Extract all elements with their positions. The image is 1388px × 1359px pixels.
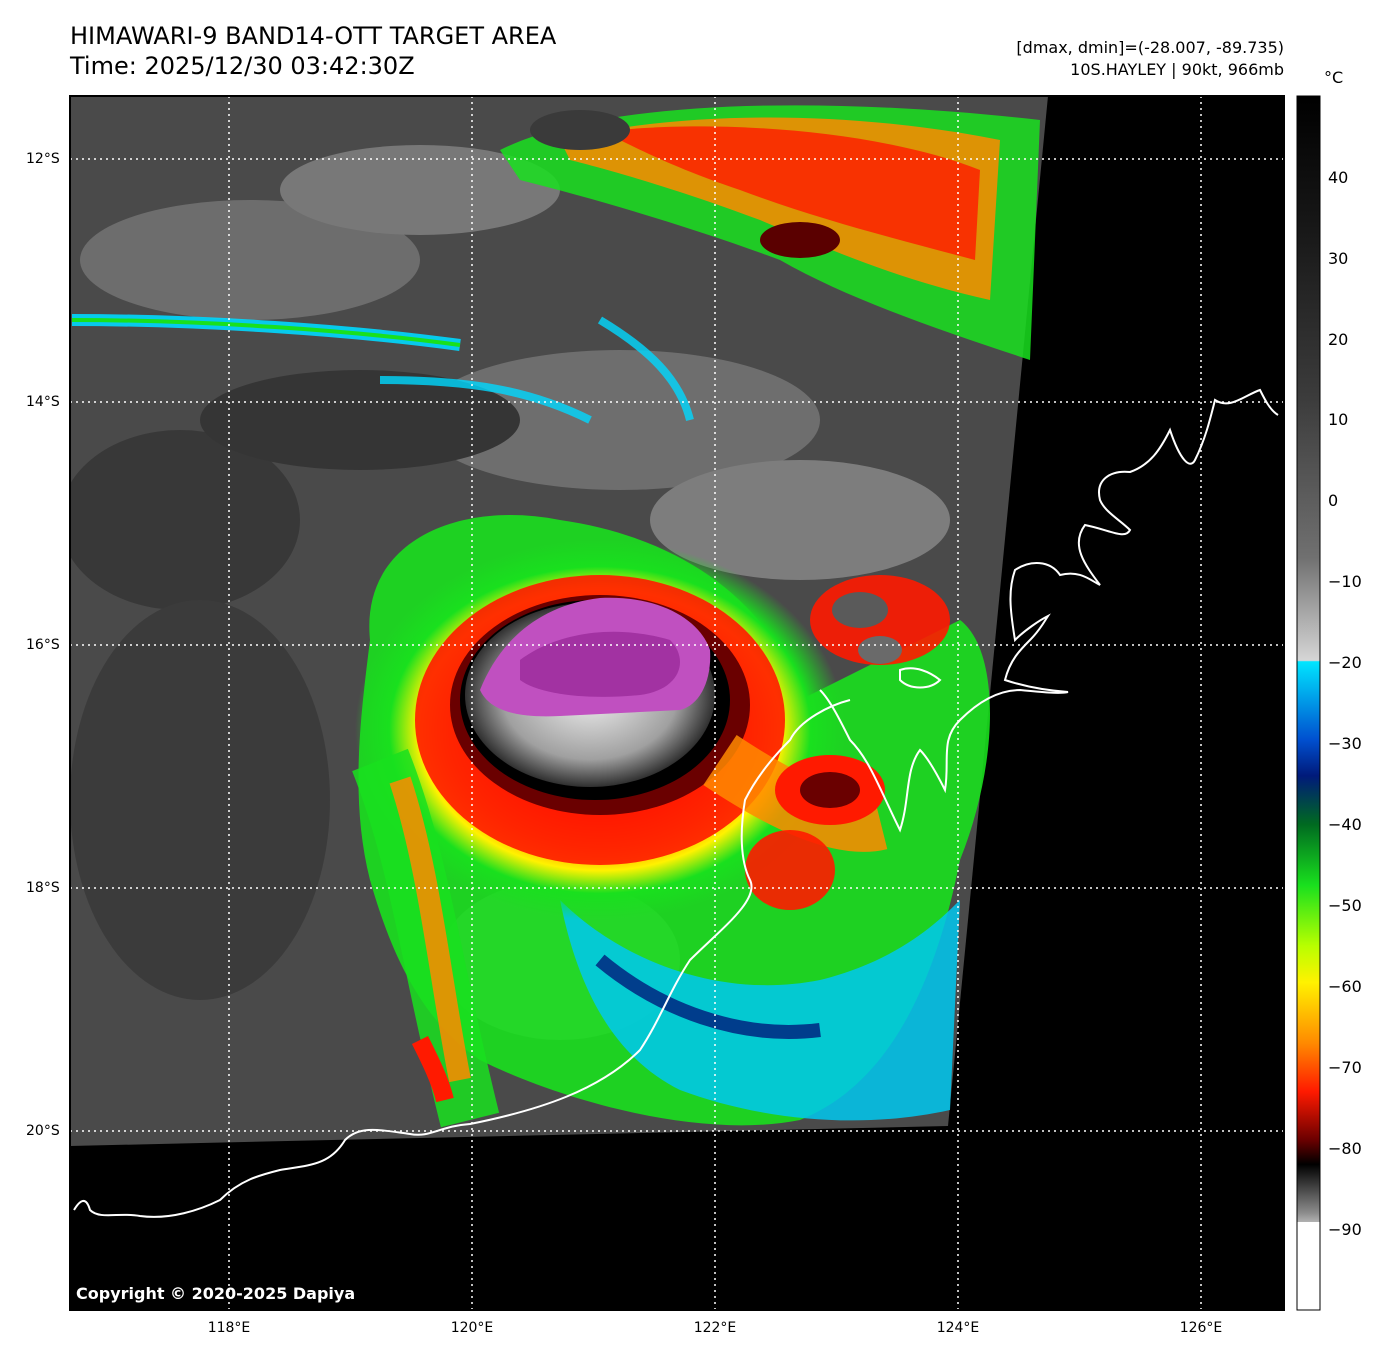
coastline [73,388,1279,1218]
colorbar-tick: −70 [1328,1058,1362,1077]
observation-time: Time: 2025/12/30 03:42:30Z [70,52,415,80]
lat-label-20s: 20°S [26,1123,60,1139]
lon-label-122e: 122°E [693,1320,737,1336]
lat-label-18s: 18°S [26,880,60,896]
colorbar-tick: −60 [1328,977,1362,996]
cyclone-hayley [352,515,990,1128]
colorbar-tick: −20 [1328,653,1362,672]
temperature-range-label: [dmax, dmin]=(-28.007, -89.735) [1016,38,1284,57]
map-title: HIMAWARI-9 BAND14-OTT TARGET AREA [70,22,557,50]
colorbar-tick: 40 [1328,168,1349,187]
colorbar-white-segment [1297,1222,1320,1310]
cirrus-streamers [71,314,694,424]
colorbar-tick: −30 [1328,734,1362,753]
colorbar-tick: 10 [1328,410,1349,429]
grid-lines [70,96,1284,1310]
lat-label-16s: 16°S [26,637,60,653]
map-frame [69,95,1285,1311]
colorbar-unit: °C [1324,68,1344,87]
colorbar-frame [1296,95,1321,1311]
colorbar-tick: −80 [1328,1139,1362,1158]
colorbar-tick: −90 [1328,1220,1362,1239]
colorbar-tick: 20 [1328,330,1349,349]
lon-label-124e: 124°E [936,1320,980,1336]
lon-label-120e: 120°E [450,1320,494,1336]
colorbar-tick: 30 [1328,249,1349,268]
colorbar [1297,96,1320,1310]
lon-label-126e: 126°E [1179,1320,1223,1336]
colorbar-tick: 0 [1328,491,1339,510]
colorbar-tick: −50 [1328,896,1362,915]
colorbar-tick: −40 [1328,815,1362,834]
lat-label-14s: 14°S [26,394,60,410]
lat-label-12s: 12°S [26,151,60,167]
colorbar-tick: −10 [1328,572,1362,591]
northern-convection [500,105,1040,360]
copyright-notice: Copyright © 2020-2025 Dapiya [76,1284,356,1303]
lon-label-118e: 118°E [207,1320,251,1336]
storm-info-label: 10S.HAYLEY | 90kt, 966mb [1070,60,1284,79]
